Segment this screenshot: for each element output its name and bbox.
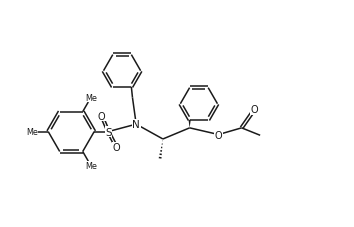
Text: N: N bbox=[132, 120, 140, 130]
Text: O: O bbox=[98, 111, 105, 121]
Text: O: O bbox=[113, 143, 120, 153]
Text: Me: Me bbox=[26, 128, 38, 136]
Text: S: S bbox=[105, 127, 112, 137]
Text: Me: Me bbox=[85, 94, 97, 103]
Text: O: O bbox=[215, 130, 222, 140]
Polygon shape bbox=[189, 120, 191, 128]
Text: O: O bbox=[251, 105, 258, 115]
Text: Me: Me bbox=[85, 161, 97, 170]
